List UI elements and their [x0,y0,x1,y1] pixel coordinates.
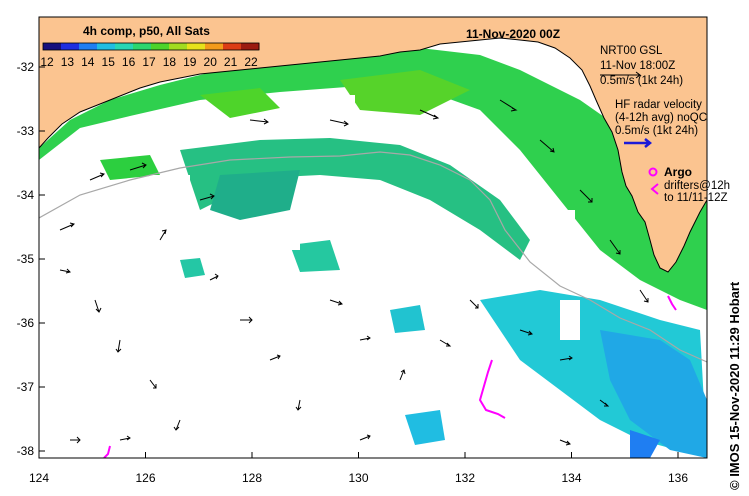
coastline [39,37,707,273]
colorbar-tick-label: 18 [163,55,177,69]
map-datetime: 11-Nov-2020 00Z [466,27,560,41]
lon-tick-label: 128 [242,471,262,485]
colorbar-swatch [115,43,134,50]
colorbar-tick-label: 13 [61,55,75,69]
colorbar-swatch [79,43,98,50]
composite-label: 4h comp, p50, All Sats [83,24,210,38]
colorbar-swatch [97,43,116,50]
colorbar-swatch [169,43,188,50]
shelf-contour [39,151,707,363]
argo-marker-icon [648,167,658,177]
nrt-label-2: 11-Nov 18:00Z [600,60,675,72]
colorbar-tick-label: 14 [81,55,95,69]
colorbar-tick-label: 16 [122,55,136,69]
colorbar-swatch [187,43,206,50]
drifter-marker-icon [650,183,659,195]
imos-credit: © IMOS 15-Nov-2020 11:29 Hobart [727,281,742,490]
lon-tick-label: 130 [348,471,368,485]
plot-frame [38,16,708,459]
lat-tick-label: -36 [17,316,35,330]
nrt-scale-arrow [600,71,641,79]
lat-tick-label: -34 [17,188,35,202]
lat-tick-label: -32 [17,60,35,74]
argo-label: Argo [664,165,692,179]
lon-tick-label: 136 [668,471,688,485]
lon-tick-label: 132 [455,471,475,485]
colorbar-tick-label: 22 [244,55,258,69]
colorbar-tick-labels: 12 13 14 15 16 17 18 19 20 21 22 [40,55,258,69]
colorbar-tick-label: 20 [204,55,218,69]
colorbar-outline [42,42,260,51]
lat-tick-label: -35 [17,252,35,266]
lon-tick-label: 124 [29,471,49,485]
hf-scale-arrow [624,138,653,148]
hf-label-2: (4-12h avg) noQC [615,112,707,124]
colorbar-swatch [205,43,224,50]
nrt-label-3: 0.5m/s (1kt 24h) [600,75,683,87]
colorbar-swatch [223,43,242,50]
hf-label-3: 0.5m/s (1kt 24h) [615,125,698,137]
lat-axis: -32 -33 -34 -35 -36 -37 -38 [17,60,45,458]
hf-label-1: HF radar velocity [615,99,702,111]
colorbar-tick-label: 17 [142,55,156,69]
drifters-label-2: to 11/11-12Z [664,192,728,204]
drifter-tracks [103,295,677,458]
colorbar-swatch [133,43,152,50]
colorbar-tick-label: 12 [40,55,54,69]
colorbar-tick-label: 15 [102,55,116,69]
lat-tick-label: -37 [17,380,35,394]
lat-tick-label: -33 [17,124,35,138]
colorbar-tick-label: 19 [183,55,197,69]
australia-land [39,17,707,272]
colorbar-swatch [241,43,260,50]
lon-tick-label: 126 [135,471,155,485]
colorbar-swatch [61,43,80,50]
lon-axis: 124 126 128 130 132 134 136 [29,452,688,485]
colorbar-swatch [43,43,62,50]
lon-tick-label: 134 [561,471,581,485]
lat-tick-label: -38 [17,444,35,458]
sst-field [39,48,707,458]
colorbar-swatch [151,43,170,50]
current-vectors [59,99,649,446]
nrt-label-1: NRT00 GSL [600,45,663,57]
colorbar-tick-label: 21 [224,55,238,69]
drifters-label-1: drifters@12h [664,180,730,192]
sst-colorbar [42,42,260,51]
